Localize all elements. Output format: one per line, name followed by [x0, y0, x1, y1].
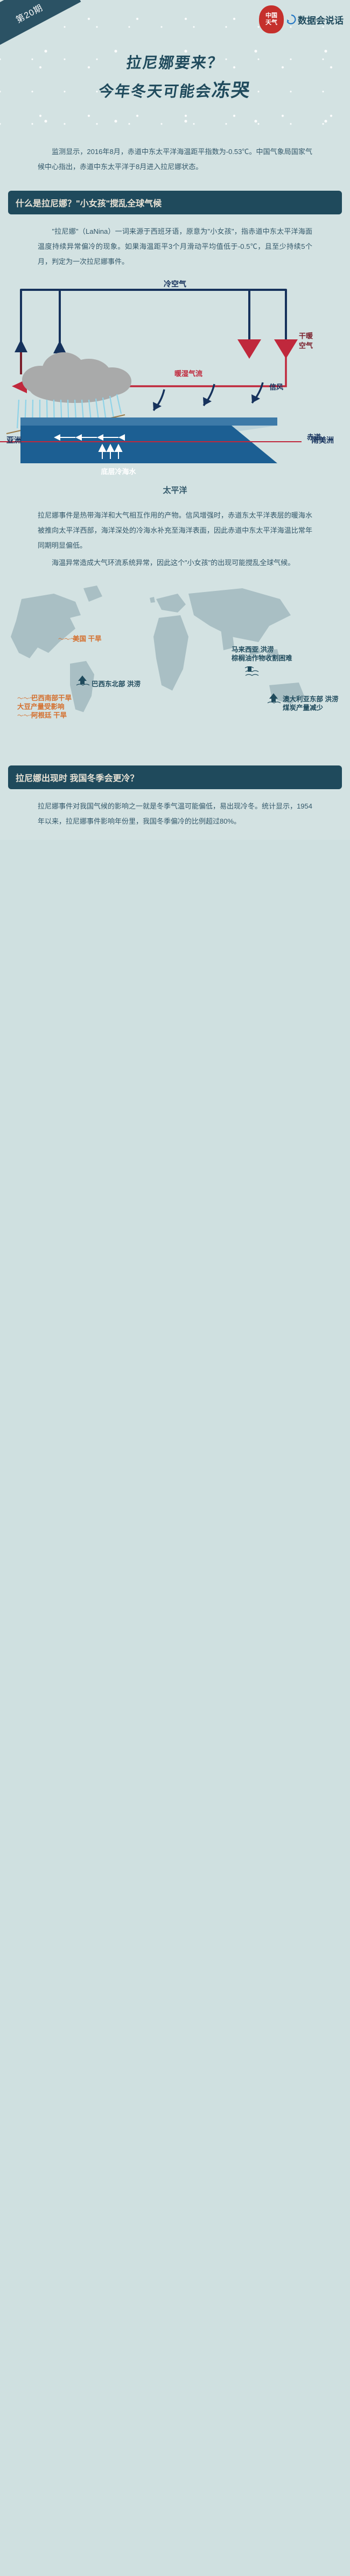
- svg-text:美国 干旱: 美国 干旱: [73, 635, 102, 643]
- svg-text:煤炭产量减少: 煤炭产量减少: [283, 704, 324, 712]
- svg-text:冷空气: 冷空气: [164, 280, 186, 288]
- svg-text:暖湿气流: 暖湿气流: [174, 370, 202, 378]
- svg-text:巴西南部干旱: 巴西南部干旱: [31, 694, 72, 702]
- svg-text:澳大利亚东部 洪涝: 澳大利亚东部 洪涝: [283, 695, 339, 703]
- svg-text:信风: 信风: [269, 383, 283, 391]
- svg-text:马来西亚 洪涝: 马来西亚 洪涝: [232, 645, 274, 653]
- svg-text:巴西东北部 洪涝: 巴西东北部 洪涝: [92, 680, 141, 688]
- svg-text:干暖: 干暖: [299, 332, 313, 340]
- svg-text:阿根廷 干旱: 阿根廷 干旱: [31, 711, 67, 719]
- svg-text:南美洲: 南美洲: [311, 436, 334, 444]
- svg-text:棕榈油作物收割困难: 棕榈油作物收割困难: [231, 654, 292, 662]
- svg-text:底层冷海水: 底层冷海水: [101, 468, 136, 476]
- svg-text:大豆产量受影响: 大豆产量受影响: [17, 702, 65, 711]
- svg-text:亚洲: 亚洲: [6, 436, 22, 444]
- svg-text:太平洋: 太平洋: [163, 485, 187, 495]
- svg-text:空气: 空气: [299, 342, 313, 350]
